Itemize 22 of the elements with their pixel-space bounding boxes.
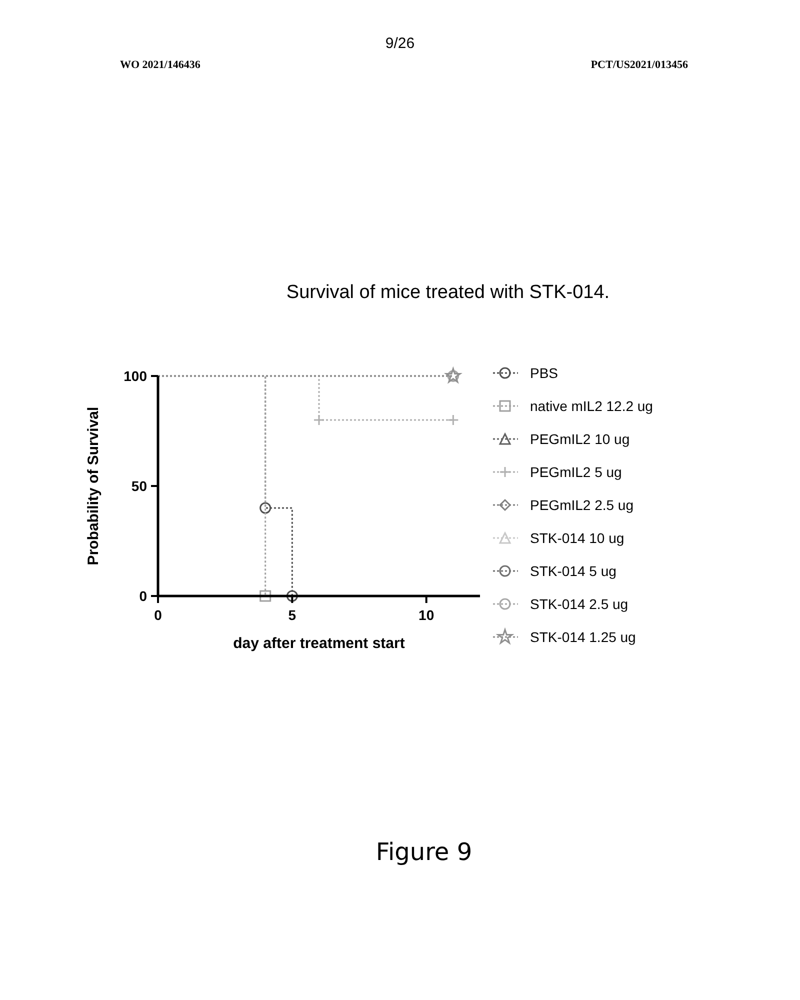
legend-label: STK-014 1.25 ug <box>530 629 636 645</box>
legend-label: PBS <box>530 365 558 381</box>
legend-label: native mIL2 12.2 ug <box>530 398 653 414</box>
y-tick-label: 100 <box>124 368 148 384</box>
legend-label: PEGmIL2 10 ug <box>530 431 630 447</box>
legend-label: STK-014 10 ug <box>530 530 624 546</box>
x-axis-title: day after treatment start <box>233 635 405 652</box>
legend-label: STK-014 2.5 ug <box>530 596 628 612</box>
x-tick-label: 5 <box>288 607 296 623</box>
chart-title: Survival of mice treated with STK-014. <box>286 282 610 303</box>
x-tick-label: 10 <box>418 607 434 623</box>
x-tick-label: 0 <box>154 607 162 623</box>
legend-label: PEGmIL2 2.5 ug <box>530 497 634 513</box>
legend-label: PEGmIL2 5 ug <box>530 464 622 480</box>
text: PCT/US2021/013456 <box>590 59 688 71</box>
y-tick-label: 50 <box>131 478 148 494</box>
y-axis-title: Probability of Survival <box>85 406 102 566</box>
caption: Figure 9 <box>376 838 472 866</box>
y-tick-label: 0 <box>139 588 148 604</box>
text: WO 2021/146436 <box>120 59 201 71</box>
text: 9/26 <box>385 35 415 52</box>
legend-label: STK-014 5 ug <box>530 563 616 579</box>
